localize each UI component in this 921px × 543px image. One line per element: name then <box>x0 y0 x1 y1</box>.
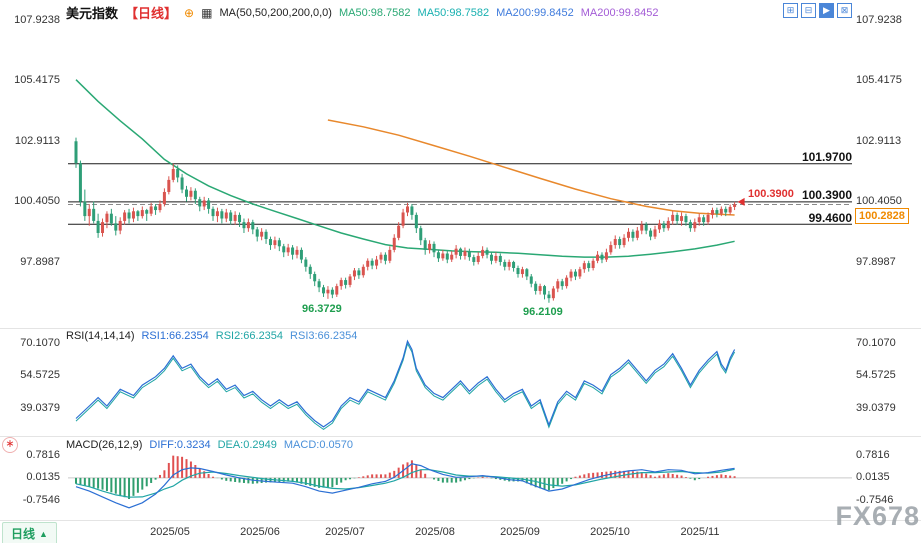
rsi3-value: RSI3:66.2354 <box>290 330 358 342</box>
high-annotation: 100.3900 <box>748 188 794 200</box>
date-axis-label: 2025/06 <box>240 526 280 538</box>
price-axis-label: 105.4175 <box>856 74 902 86</box>
date-axis-label: 2025/10 <box>590 526 630 538</box>
panel-divider <box>0 436 921 437</box>
rsi1-value: RSI1:66.2354 <box>141 330 209 342</box>
diff-value: DIFF:0.3234 <box>149 439 211 451</box>
resistance-level-label: 100.3900 <box>801 188 852 202</box>
panel-divider <box>0 328 921 329</box>
chart-toolbar: ⊞ ⊟ ▶ ⊠ <box>783 3 852 18</box>
period-selector-button[interactable]: 日线 ▲ <box>2 522 57 543</box>
low-annotation: 96.2109 <box>523 306 563 318</box>
macd-axis-label: 0.0135 <box>26 471 60 483</box>
macd-panel-header: MACD(26,12,9) DIFF:0.3234 DEA:0.2949 MAC… <box>66 439 353 451</box>
period-tag: 【日线】 <box>125 6 178 21</box>
panel-divider <box>0 520 921 521</box>
play-icon[interactable]: ▶ <box>819 3 834 18</box>
ma50-value-1: MA50:98.7582 <box>338 6 411 19</box>
rsi-axis-label: 70.1070 <box>20 337 60 349</box>
price-axis-label: 97.8987 <box>856 256 896 268</box>
macd-axis-label: -0.7546 <box>856 494 894 506</box>
macd-axis-label: 0.7816 <box>26 449 60 461</box>
price-axis-label: 100.4050 <box>856 195 902 207</box>
alarm-icon[interactable]: ⊕ <box>184 5 195 20</box>
zoom-out-icon[interactable]: ⊟ <box>801 3 816 18</box>
price-axis-label: 107.9238 <box>14 14 60 26</box>
rsi-axis-label: 54.5725 <box>20 369 60 381</box>
date-axis-label: 2025/07 <box>325 526 365 538</box>
price-axis-label: 102.9113 <box>856 135 902 147</box>
rsi-panel-header: RSI(14,14,14) RSI1:66.2354 RSI2:66.2354 … <box>66 330 357 342</box>
macd-axis-label: -0.7546 <box>22 494 60 506</box>
support-level-label: 99.4600 <box>808 211 852 225</box>
dea-value: DEA:0.2949 <box>217 439 277 451</box>
price-axis-label: 97.8987 <box>20 256 60 268</box>
chevron-up-icon: ▲ <box>39 528 48 539</box>
ma-settings-label[interactable]: MA(50,50,200,200,0,0) <box>219 6 332 19</box>
zoom-in-icon[interactable]: ⊞ <box>783 3 798 18</box>
period-label: 日线 <box>11 527 36 541</box>
price-axis-label: 100.4050 <box>14 195 60 207</box>
resistance-level-label: 101.9700 <box>801 150 852 164</box>
date-axis-label: 2025/09 <box>500 526 540 538</box>
price-axis-label: 107.9238 <box>856 14 902 26</box>
watermark: FX678 <box>835 501 920 531</box>
price-axis-label: 102.9113 <box>14 135 60 147</box>
low-annotation: 96.3729 <box>302 303 342 315</box>
rsi-settings-label[interactable]: RSI(14,14,14) <box>66 330 135 342</box>
indicator-marker-icon[interactable]: ∗ <box>2 437 18 453</box>
macd-settings-label[interactable]: MACD(26,12,9) <box>66 439 143 451</box>
price-panel-header: 美元指数 【日线】 ⊕ ▦ MA(50,50,200,200,0,0) MA50… <box>66 3 658 22</box>
ma200-value-1: MA200:99.8452 <box>496 6 574 19</box>
date-axis-label: 2025/11 <box>680 526 720 538</box>
ma200-value-2: MA200:99.8452 <box>580 6 659 19</box>
rsi-axis-label: 39.0379 <box>856 402 896 414</box>
last-price-badge: 100.2828 <box>855 208 909 224</box>
macd-value: MACD:0.0570 <box>283 439 353 451</box>
macd-axis-label: 0.0135 <box>856 471 890 483</box>
ma50-value-2: MA50:98.7582 <box>417 6 490 19</box>
macd-axis-label: 0.7816 <box>856 449 890 461</box>
rsi-axis-label: 54.5725 <box>856 369 896 381</box>
indicator-chart-icon[interactable]: ▦ <box>201 5 213 20</box>
rsi2-value: RSI2:66.2354 <box>215 330 284 342</box>
rsi-axis-label: 39.0379 <box>20 402 60 414</box>
rsi-axis-label: 70.1070 <box>856 337 896 349</box>
price-axis-label: 105.4175 <box>14 74 60 86</box>
date-axis-label: 2025/08 <box>415 526 455 538</box>
fullscreen-icon[interactable]: ⊠ <box>837 3 852 18</box>
symbol-name: 美元指数 <box>66 6 119 21</box>
date-axis-label: 2025/05 <box>150 526 190 538</box>
